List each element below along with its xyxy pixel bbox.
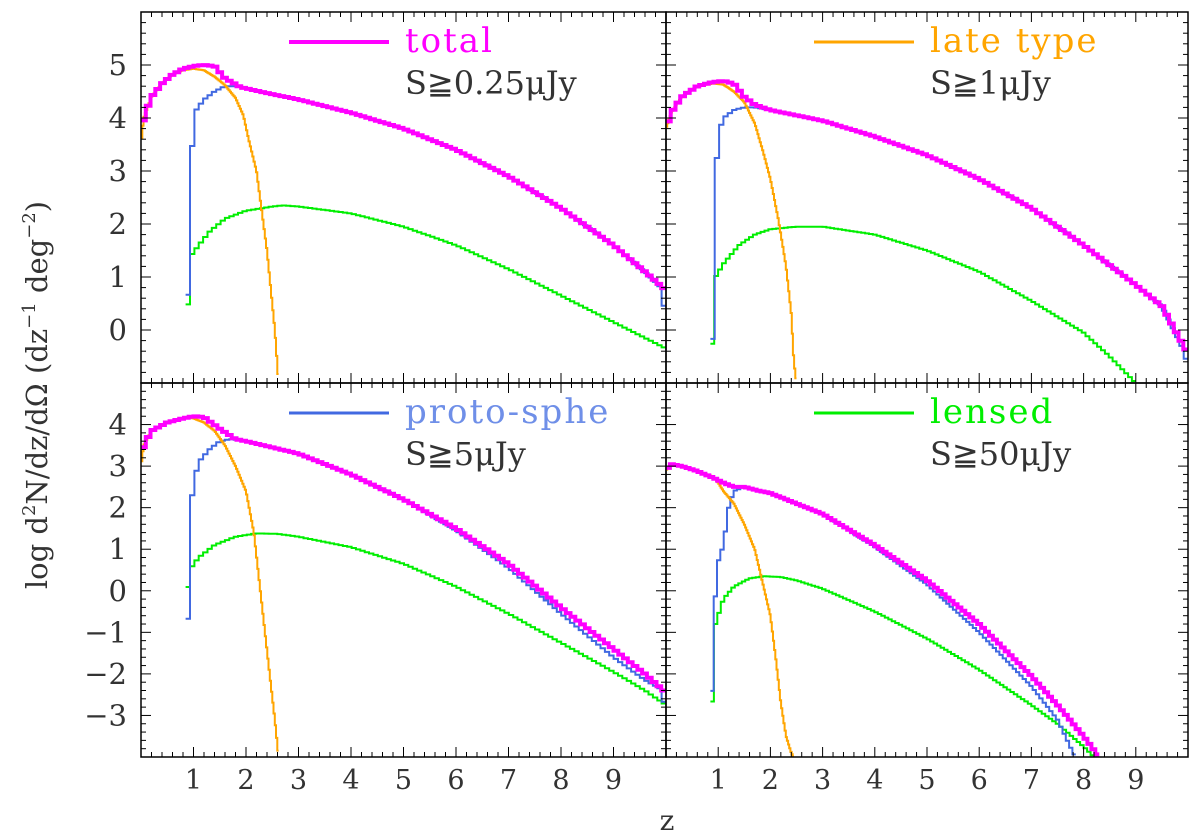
y-axis-label-sup-3: −2 bbox=[19, 212, 40, 239]
y-axis-label: log d2N/dz/dΩ (dz−1 deg−2) bbox=[19, 201, 54, 589]
series-total bbox=[666, 79, 1188, 352]
series-group bbox=[141, 414, 666, 752]
x-tick-label: 9 bbox=[1127, 765, 1144, 796]
y-tick-label: 0 bbox=[109, 313, 127, 347]
series-proto-sphe bbox=[185, 85, 666, 307]
legend-label: lensed bbox=[930, 392, 1054, 432]
y-tick-label: 1 bbox=[109, 532, 127, 566]
y-axis-label-part-2: N/dz/dΩ (dz bbox=[20, 329, 54, 505]
x-tick-label: 4 bbox=[866, 765, 883, 796]
y-tick-label: 4 bbox=[109, 101, 127, 135]
flux-label: S≧1μJy bbox=[930, 64, 1051, 102]
y-tick-label: −1 bbox=[84, 615, 127, 649]
x-axis-label: z bbox=[660, 804, 675, 835]
x-tick-label: 3 bbox=[814, 765, 831, 796]
x-tick-label: 5 bbox=[918, 765, 935, 796]
panel-frame bbox=[140, 11, 667, 384]
y-tick-label: 2 bbox=[109, 207, 127, 241]
legend-label: proto-sphe bbox=[405, 392, 610, 432]
legend-label: late type bbox=[930, 21, 1099, 61]
series-group bbox=[666, 79, 1188, 382]
y-axis-label-sup-1: 2 bbox=[19, 505, 40, 516]
y-tick-label: 4 bbox=[109, 408, 127, 442]
y-tick-label: 1 bbox=[109, 260, 127, 294]
flux-label: S≧50μJy bbox=[930, 435, 1071, 473]
series-total bbox=[141, 414, 666, 693]
x-tick-label: 3 bbox=[290, 765, 307, 796]
series-lensed bbox=[710, 575, 1094, 757]
x-tick-label: 1 bbox=[710, 765, 727, 796]
x-tick-label: 7 bbox=[1023, 765, 1040, 796]
series-total bbox=[141, 63, 666, 291]
x-tick-label: 4 bbox=[342, 765, 359, 796]
x-tick-label: 2 bbox=[237, 765, 254, 796]
series-late-type bbox=[141, 67, 279, 375]
series-group bbox=[666, 462, 1100, 757]
x-tick-label: 8 bbox=[1075, 765, 1092, 796]
flux-label: S≧0.25μJy bbox=[405, 64, 577, 102]
y-tick-label: 3 bbox=[109, 449, 127, 483]
y-tick-label: 3 bbox=[109, 154, 127, 188]
y-tick-label: 0 bbox=[109, 574, 127, 608]
x-tick-label: 5 bbox=[395, 765, 412, 796]
x-tick-label: 2 bbox=[762, 765, 779, 796]
series-late-type bbox=[141, 417, 279, 752]
panel-frame bbox=[665, 382, 1189, 758]
series-lensed bbox=[185, 204, 666, 349]
y-tick-label: 2 bbox=[109, 491, 127, 525]
legend-label: total bbox=[405, 21, 494, 61]
x-tick-label: 6 bbox=[447, 765, 464, 796]
x-tick-label: 8 bbox=[552, 765, 569, 796]
y-tick-label: −3 bbox=[84, 698, 127, 732]
panel-frame bbox=[665, 11, 1189, 384]
series-group bbox=[141, 63, 666, 375]
x-tick-label: 9 bbox=[605, 765, 622, 796]
x-tick-label: 6 bbox=[971, 765, 988, 796]
flux-label: S≧5μJy bbox=[405, 435, 526, 473]
y-axis-label-part-1: log d bbox=[20, 516, 54, 589]
x-tick-label: 1 bbox=[185, 765, 202, 796]
y-axis-label-part-4: ) bbox=[20, 201, 54, 212]
series-lensed bbox=[710, 225, 1136, 382]
y-tick-label: −2 bbox=[84, 657, 127, 691]
series-total bbox=[666, 462, 1100, 757]
series-late-type bbox=[666, 82, 797, 380]
series-lensed bbox=[185, 532, 666, 705]
y-axis-label-part-3: deg bbox=[20, 239, 54, 303]
y-axis-label-sup-2: −1 bbox=[19, 302, 40, 329]
x-tick-label: 7 bbox=[500, 765, 517, 796]
y-tick-label: 5 bbox=[109, 48, 127, 82]
